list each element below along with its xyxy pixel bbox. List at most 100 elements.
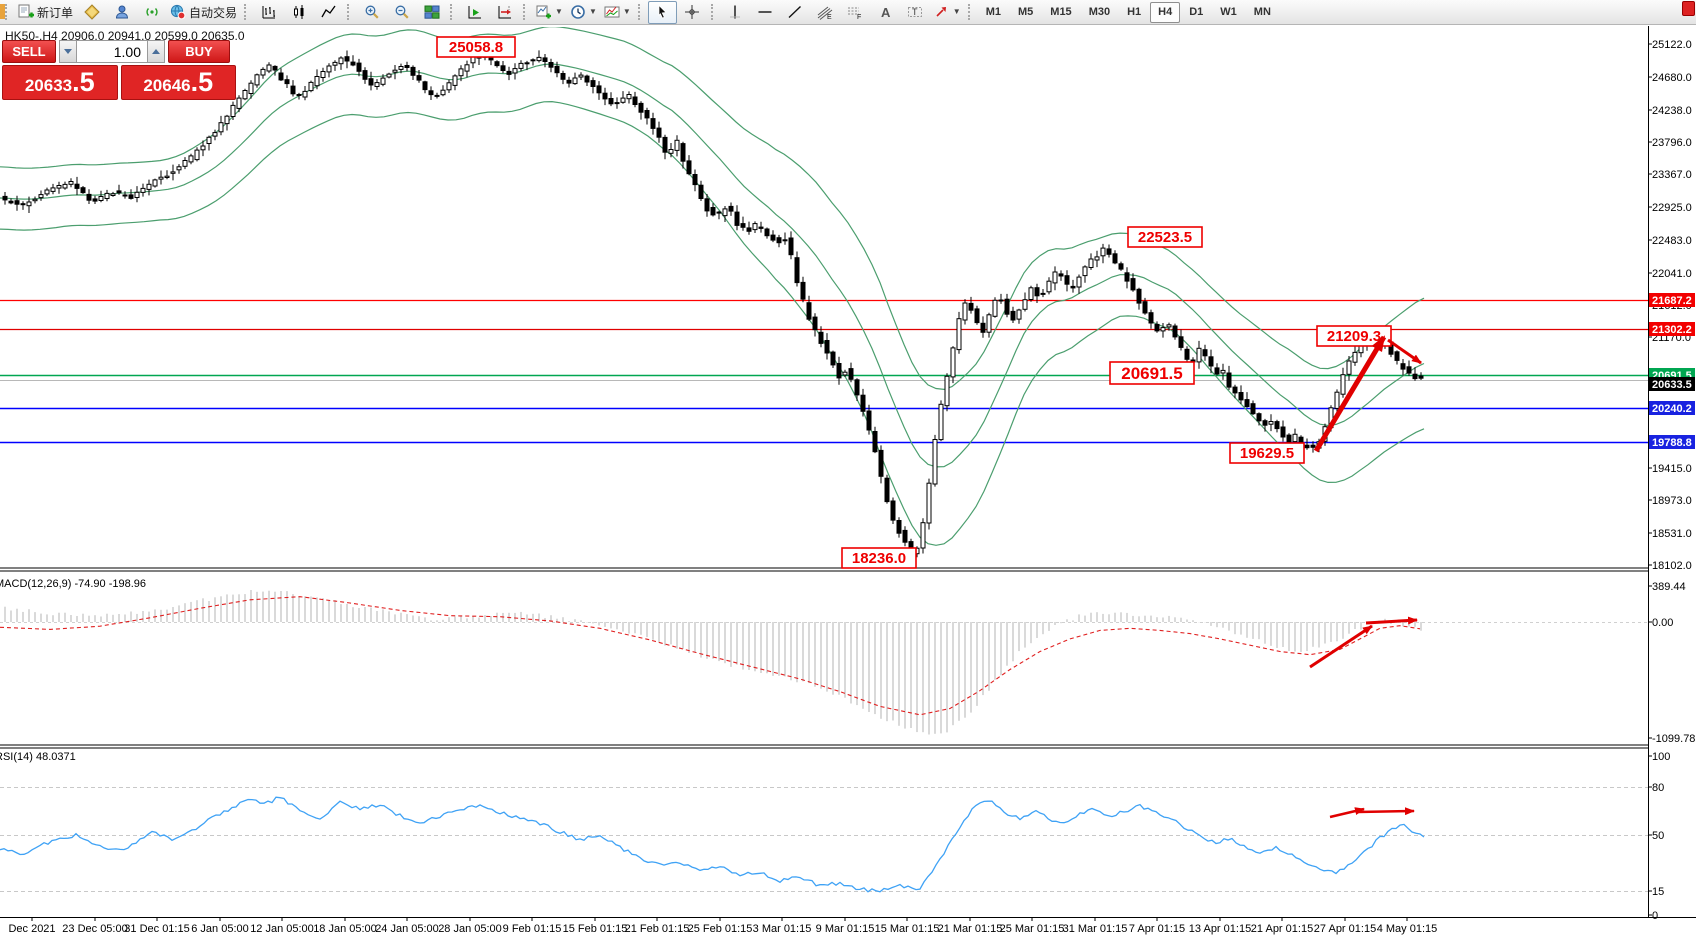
chevron-down-icon: ▼	[622, 7, 631, 16]
svg-text:7 Apr 01:15: 7 Apr 01:15	[1129, 923, 1185, 935]
svg-text:25058.8: 25058.8	[449, 39, 503, 56]
svg-text:18236.0: 18236.0	[852, 550, 906, 567]
clock-icon	[570, 4, 586, 20]
svg-text:25122.0: 25122.0	[1652, 39, 1692, 51]
svg-text:80: 80	[1652, 782, 1664, 794]
svg-text:9 Feb 01:15: 9 Feb 01:15	[503, 923, 562, 935]
svg-text:20691.5: 20691.5	[1121, 364, 1182, 383]
timeframe-w1-button[interactable]: W1	[1220, 6, 1237, 18]
chart-shift-button[interactable]	[490, 1, 519, 24]
volume-decrease-button[interactable]	[59, 40, 77, 63]
timeframe-d1-button[interactable]: D1	[1189, 6, 1204, 18]
vertical-line-icon	[727, 4, 743, 20]
chart-title: HK50-,H4 20906.0 20941.0 20599.0 20635.0	[5, 29, 245, 43]
cursor-button[interactable]	[647, 0, 677, 24]
trendline-icon	[787, 4, 803, 20]
svg-text:21 Apr 01:15: 21 Apr 01:15	[1251, 923, 1313, 935]
svg-text:24680.0: 24680.0	[1652, 72, 1692, 84]
text-label-button[interactable]: T	[901, 1, 930, 24]
template-icon	[604, 4, 620, 20]
candle-chart-mode-button[interactable]	[284, 1, 313, 24]
cursor-icon	[654, 4, 670, 20]
timeframe-h1-button[interactable]: H1	[1127, 6, 1142, 18]
signals-button[interactable]	[137, 1, 166, 24]
timeframe-m30-button[interactable]: M30	[1088, 6, 1111, 18]
crosshair-icon	[684, 4, 700, 20]
svg-text:25 Mar 01:15: 25 Mar 01:15	[1000, 923, 1065, 935]
autotrading-button[interactable]: 自动交易	[167, 1, 240, 24]
svg-text:19415.0: 19415.0	[1652, 463, 1692, 475]
templates-button[interactable]: ▼	[601, 1, 634, 24]
chart-shift-icon	[497, 4, 513, 20]
svg-text:9 Mar 01:15: 9 Mar 01:15	[816, 923, 875, 935]
fibo-e-icon: E	[817, 4, 833, 20]
auto-scroll-button[interactable]	[460, 1, 489, 24]
arrows-button[interactable]: ▼	[931, 1, 964, 24]
horizontal-line-button[interactable]	[751, 1, 780, 24]
svg-text:23796.0: 23796.0	[1652, 137, 1692, 149]
svg-text:0: 0	[1652, 910, 1658, 922]
tile-windows-icon	[424, 4, 440, 20]
svg-text:23 Dec 05:00: 23 Dec 05:00	[62, 923, 127, 935]
sell-button[interactable]: SELL	[2, 40, 56, 63]
history-center-button[interactable]	[77, 1, 106, 24]
sell-price-main: 20633	[24, 76, 73, 95]
svg-text:15 Feb 01:15: 15 Feb 01:15	[563, 923, 628, 935]
toolbar-grip	[5, 4, 11, 20]
svg-text:-1099.78: -1099.78	[1652, 733, 1695, 745]
svg-text:21209.3: 21209.3	[1327, 328, 1381, 345]
bar-chart-icon	[261, 4, 277, 20]
chevron-down-icon: ▼	[555, 7, 563, 16]
crosshair-button[interactable]	[678, 1, 707, 24]
svg-text:15: 15	[1652, 886, 1664, 898]
zoom-out-button[interactable]	[387, 1, 416, 24]
line-chart-mode-button[interactable]	[314, 1, 343, 24]
fibonacci-retracement-button[interactable]: E	[811, 1, 840, 24]
bar-chart-mode-button[interactable]	[254, 1, 283, 24]
draw-text-button[interactable]: A	[871, 1, 900, 24]
triangle-up-icon	[152, 49, 160, 54]
chart-plot-area[interactable]	[0, 26, 1648, 917]
indicators-icon	[536, 4, 552, 20]
horizontal-line-icon	[757, 4, 773, 20]
trendline-button[interactable]	[781, 1, 810, 24]
sell-price-button[interactable]: 20633.5	[2, 65, 118, 100]
svg-text:12 Jan 05:00: 12 Jan 05:00	[250, 923, 314, 935]
buy-price-button[interactable]: 20646.5	[120, 65, 236, 100]
volume-input[interactable]	[77, 40, 147, 63]
tile-windows-button[interactable]	[417, 1, 446, 24]
svg-text:22483.0: 22483.0	[1652, 235, 1692, 247]
zoom-out-icon	[394, 4, 410, 20]
alert-icon[interactable]	[1682, 1, 1695, 16]
svg-text:F: F	[857, 14, 861, 20]
svg-text:23367.0: 23367.0	[1652, 169, 1692, 181]
timeframe-h4-button[interactable]: H4	[1150, 1, 1181, 23]
fibonacci-fan-button[interactable]: F	[841, 1, 870, 24]
new-order-label: 新订单	[37, 5, 74, 20]
toolbar-grip	[710, 4, 717, 20]
svg-text:27 Apr 01:15: 27 Apr 01:15	[1314, 923, 1376, 935]
svg-text:18102.0: 18102.0	[1652, 560, 1692, 572]
timeframe-m5-button[interactable]: M5	[1018, 6, 1034, 18]
vertical-line-button[interactable]	[721, 1, 750, 24]
timeframe-m1-button[interactable]: M1	[985, 6, 1001, 18]
accounts-button[interactable]	[107, 1, 136, 24]
rsi-label: RSI(14) 48.0371	[0, 751, 76, 763]
candle-chart-icon	[291, 4, 307, 20]
periods-button[interactable]: ▼	[567, 1, 600, 24]
buy-button[interactable]: BUY	[168, 40, 230, 63]
chevron-down-icon: ▼	[588, 7, 597, 16]
zoom-in-button[interactable]	[357, 1, 386, 24]
bollinger-bands	[0, 27, 1425, 546]
timeframe-mn-button[interactable]: MN	[1253, 6, 1271, 18]
macd-histogram	[4, 590, 1422, 735]
new-order-button[interactable]: 新订单	[15, 1, 76, 24]
price-axis-badges: 21687.221302.220691.520633.520240.219788…	[1649, 293, 1695, 449]
timeframe-m15-button[interactable]: M15	[1050, 6, 1072, 18]
volume-increase-button[interactable]	[147, 40, 165, 63]
line-chart-icon	[320, 4, 337, 20]
svg-text:15 Mar 01:15: 15 Mar 01:15	[875, 923, 940, 935]
indicators-button[interactable]: ▼	[533, 1, 566, 24]
